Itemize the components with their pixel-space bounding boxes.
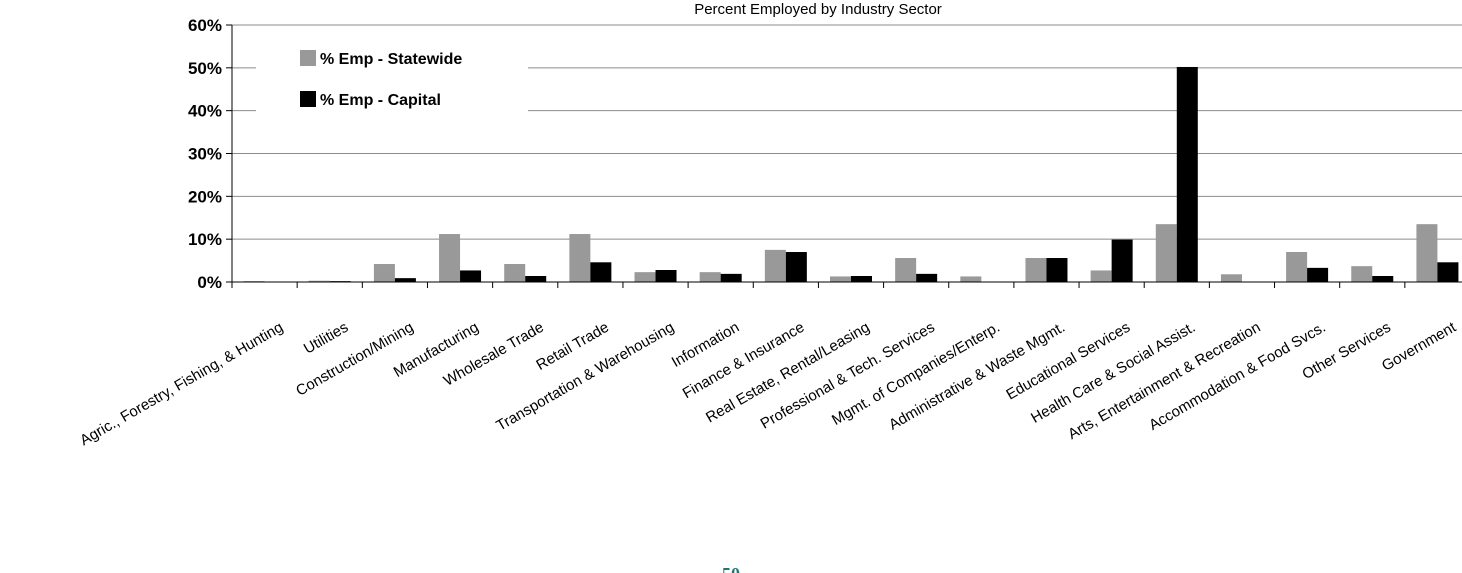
bar-statewide [699,272,721,282]
bars [243,66,1459,283]
bar-statewide [373,264,395,282]
bar-statewide [1155,224,1177,282]
bar-capital [1176,66,1198,282]
chart-title: Percent Employed by Industry Sector [694,1,942,18]
legend-swatch-capital [300,91,316,107]
x-tick-label: Utilities [301,319,351,358]
y-tick-label: 20% [188,187,222,206]
bar-capital [460,270,482,282]
bar-capital [525,276,547,282]
bar-statewide [1220,274,1242,282]
x-tick-label: Construction/Mining [293,319,416,400]
y-tick-label: 0% [197,273,222,292]
legend-label-statewide: % Emp - Statewide [320,51,462,68]
bar-capital [1372,276,1394,282]
x-axis: Agric., Forestry, Fishing, & Hunting Util… [77,281,1462,449]
bar-capital [655,270,677,282]
y-tick-label: 30% [188,145,222,164]
bar-statewide [308,280,330,282]
bar-statewide [569,234,591,282]
legend-label-capital: % Emp - Capital [320,92,441,109]
y-tick-label: 50% [188,59,222,78]
bar-capital [916,273,938,282]
x-tick-label: Agric., Forestry, Fishing, & Hunting [77,319,286,449]
bar-capital [1046,258,1068,282]
y-tick-label: 10% [188,230,222,249]
bar-statewide [504,264,526,282]
bar-statewide [1286,252,1308,282]
y-tick-label: 60% [188,16,222,35]
bar-statewide [634,272,656,282]
bar-statewide [1416,224,1438,282]
bar-capital [1437,262,1459,282]
bar-statewide [960,276,982,282]
bar-statewide [439,234,461,282]
bar-capital [590,262,612,282]
legend-swatch-statewide [300,50,316,66]
bar-capital [1111,239,1133,282]
bar-statewide [1351,266,1373,282]
y-axis: 0% 10% 20% 30% 40% 50% 60% [188,16,233,292]
y-tick-label: 40% [188,102,222,121]
legend: % Emp - Statewide % Emp - Capital [256,38,528,122]
bar-statewide [1090,270,1112,282]
x-tick-label: Government [1379,318,1460,374]
bar-statewide [895,258,917,282]
bar-statewide [764,249,786,282]
page-number: 50 [722,564,740,573]
bar-statewide [830,276,851,282]
bar-capital [785,252,807,282]
bar-capital [394,278,416,282]
bar-capital [851,276,872,282]
bar-capital [720,273,742,282]
bar-statewide [1025,258,1047,282]
bar-capital [1307,267,1329,282]
